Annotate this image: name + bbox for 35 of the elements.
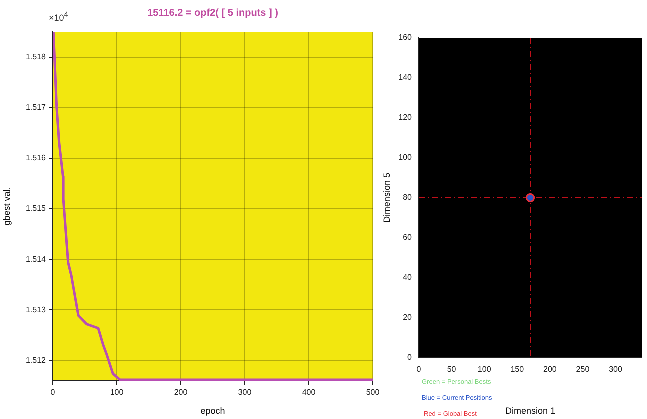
y-tick-label: 20: [403, 313, 413, 322]
x-tick-label: 50: [447, 365, 457, 374]
x-tick-label: 300: [609, 365, 623, 374]
x-axis-title: epoch: [200, 406, 226, 416]
y-tick-label: 1.512: [26, 356, 47, 365]
y-axis-title: Dimension 5: [382, 172, 392, 224]
x-tick-label: 400: [302, 388, 316, 398]
x-tick-label: 200: [543, 365, 558, 374]
y-tick-label: 1.514: [26, 254, 47, 264]
y-tick-label: 1.513: [26, 305, 47, 314]
y-tick-label: 80: [403, 193, 413, 202]
y-tick-label: 60: [403, 233, 413, 242]
y-tick-label: 1.518: [26, 52, 47, 62]
x-tick-label: 100: [478, 365, 492, 374]
y-tick-label: 160: [398, 33, 413, 42]
x-tick-label: 100: [110, 388, 124, 398]
y-tick-label: 0: [408, 353, 413, 362]
y-tick-label: 1.516: [26, 154, 47, 163]
x-tick-label: 0: [50, 388, 56, 398]
y-tick-label: 100: [398, 153, 413, 162]
x-tick-label: 250: [576, 365, 590, 374]
x-tick-label: 0: [416, 365, 422, 374]
x-tick-label: 150: [510, 365, 525, 374]
y-tick-label: 1.515: [26, 204, 47, 214]
x-tick-label: 500: [366, 388, 380, 398]
x-axis-title: Dimension 1: [505, 406, 556, 416]
y-axis-title: gbest val.: [2, 187, 12, 226]
text: ×10$^{4}$: [49, 10, 68, 23]
chart-title: 15116.2 = opf2( [ 5 inputs ] ): [148, 8, 278, 19]
y-tick-label: 120: [398, 113, 413, 122]
y-tick-label: 140: [398, 73, 413, 82]
x-tick-label: 300: [238, 388, 252, 398]
x-tick-label: 200: [174, 388, 188, 398]
y-tick-label: 1.517: [26, 103, 47, 112]
y-tick-label: 40: [403, 273, 413, 282]
